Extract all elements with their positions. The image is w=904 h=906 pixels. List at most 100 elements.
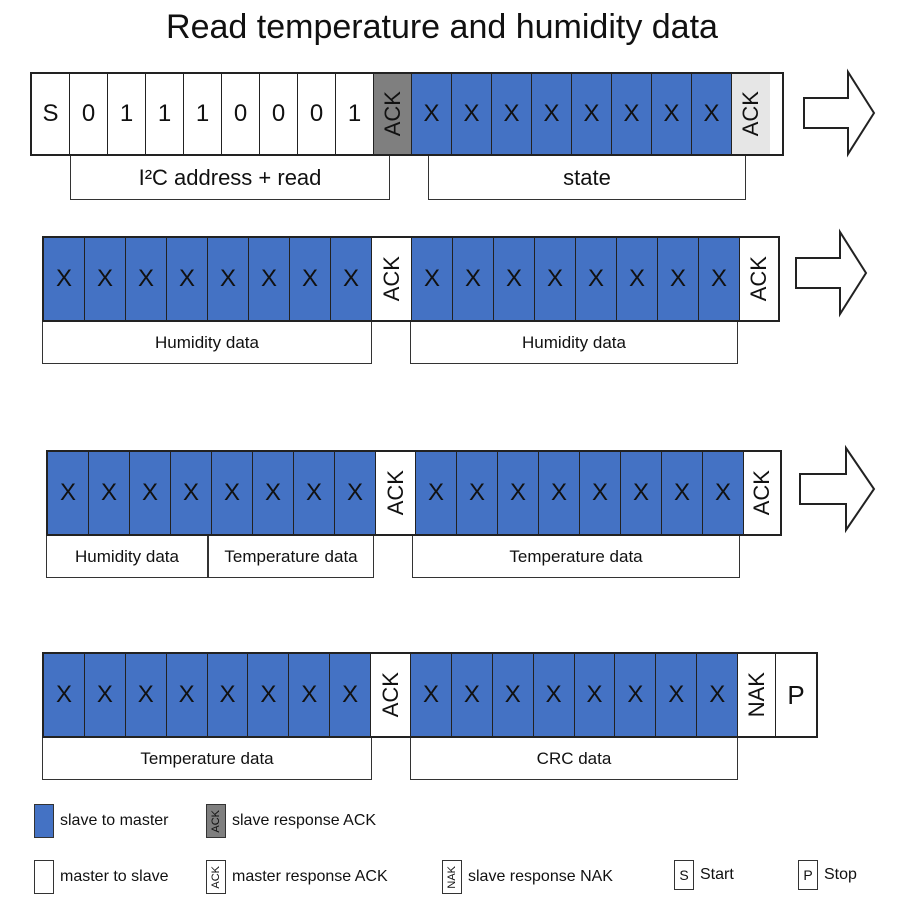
legend-master-ack: ACK master response ACK bbox=[206, 860, 388, 894]
temperature-bit: X bbox=[44, 654, 85, 736]
master-color-swatch bbox=[34, 860, 54, 894]
legend-label: slave response NAK bbox=[468, 868, 613, 885]
state-bit: X bbox=[452, 74, 492, 154]
temperature-bit: X bbox=[289, 654, 331, 736]
master-nak-cell: NAK bbox=[738, 654, 777, 736]
temperature-bit: X bbox=[621, 452, 662, 534]
temperature-bit: X bbox=[84, 654, 126, 736]
start-cell: S bbox=[32, 74, 70, 154]
crc-bit: X bbox=[533, 654, 575, 736]
state-bit: X bbox=[692, 74, 732, 154]
legend-slave-nak: NAK slave response NAK bbox=[442, 860, 613, 894]
slave-ack-swatch: ACK bbox=[206, 804, 226, 838]
temperature-bit: X bbox=[580, 452, 621, 534]
swatch-label: NAK bbox=[446, 865, 458, 889]
temperature-bit: X bbox=[539, 452, 580, 534]
frame-row-2: X X X X X X X X ACK X X X X X X X X ACK bbox=[42, 236, 780, 322]
slave-color-swatch bbox=[34, 804, 54, 838]
frame-row-1: S 0 1 1 1 0 0 0 1 ACK X X X X X X X X AC… bbox=[30, 72, 784, 156]
start-swatch: S bbox=[674, 860, 694, 890]
swatch-label: ACK bbox=[210, 809, 222, 833]
crc-bit: X bbox=[615, 654, 657, 736]
legend-label: master response ACK bbox=[232, 868, 388, 885]
crc-bit: X bbox=[656, 654, 698, 736]
frame-row-3: X X X X X X X X ACK X X X X X X X X ACK bbox=[46, 450, 782, 536]
temperature-bit: X bbox=[457, 452, 498, 534]
state-bracket: state bbox=[428, 156, 746, 200]
frame-row-4: X X X X X X X X ACK X X X X X X X X NAK … bbox=[42, 652, 818, 738]
humidity-bit: X bbox=[494, 238, 535, 320]
ack-label: ACK bbox=[377, 672, 403, 718]
legend-label: Stop bbox=[824, 866, 857, 883]
continue-arrow-icon bbox=[795, 228, 868, 318]
temperature-bit: X bbox=[498, 452, 539, 534]
address-bit: 0 bbox=[298, 74, 336, 154]
stop-cell: P bbox=[776, 654, 816, 736]
read-bit: 1 bbox=[336, 74, 374, 154]
temperature-bit: X bbox=[416, 452, 457, 534]
temperature-bit: X bbox=[248, 654, 290, 736]
diagram-title: Read temperature and humidity data bbox=[166, 8, 718, 46]
humidity-bit: X bbox=[171, 452, 212, 534]
humidity-bit: X bbox=[130, 452, 171, 534]
temperature-bit: X bbox=[330, 654, 372, 736]
address-bracket: I²C address + read bbox=[70, 156, 390, 200]
humidity-bit: X bbox=[44, 238, 85, 320]
humidity-bit: X bbox=[208, 238, 249, 320]
address-bit: 1 bbox=[108, 74, 146, 154]
temperature-bracket-2: Temperature data bbox=[412, 536, 740, 578]
master-ack-cell: ACK bbox=[372, 238, 412, 320]
humidity-bit: X bbox=[126, 238, 167, 320]
legend-label: slave to master bbox=[60, 812, 169, 829]
humidity-bit: X bbox=[699, 238, 740, 320]
ack-label: ACK bbox=[746, 256, 771, 302]
temperature-bracket-3: Temperature data bbox=[42, 738, 372, 780]
humidity-bit: X bbox=[290, 238, 331, 320]
address-bit: 1 bbox=[146, 74, 184, 154]
ack-label: ACK bbox=[378, 256, 404, 302]
humidity-bracket-1: Humidity data bbox=[42, 322, 372, 364]
state-bit: X bbox=[532, 74, 572, 154]
humidity-bit: X bbox=[617, 238, 658, 320]
state-bit: X bbox=[492, 74, 532, 154]
legend-stop: P Stop bbox=[798, 860, 857, 890]
temperature-bit: X bbox=[125, 654, 167, 736]
state-bit: X bbox=[612, 74, 652, 154]
humidity-bit: X bbox=[535, 238, 576, 320]
address-bit: 0 bbox=[222, 74, 260, 154]
legend-label: master to slave bbox=[60, 868, 169, 885]
temperature-bit: X bbox=[253, 452, 294, 534]
address-bit: 0 bbox=[260, 74, 298, 154]
temperature-bracket-1: Temperature data bbox=[208, 536, 374, 578]
ack-label: ACK bbox=[382, 470, 408, 516]
master-ack-cell: ACK bbox=[740, 238, 778, 320]
humidity-bit: X bbox=[48, 452, 89, 534]
master-ack-cell: ACK bbox=[732, 74, 770, 154]
legend-label: slave response ACK bbox=[232, 812, 377, 829]
temperature-bit: X bbox=[166, 654, 208, 736]
legend-slave-to-master: slave to master bbox=[34, 804, 168, 838]
ack-label: ACK bbox=[379, 91, 405, 137]
crc-bracket: CRC data bbox=[410, 738, 738, 780]
legend-master-to-slave: master to slave bbox=[34, 860, 168, 894]
legend-label: Start bbox=[700, 866, 734, 883]
legend-slave-ack: ACK slave response ACK bbox=[206, 804, 376, 838]
ack-label: ACK bbox=[738, 91, 763, 137]
humidity-bracket-3: Humidity data bbox=[46, 536, 208, 578]
master-ack-cell: ACK bbox=[371, 654, 412, 736]
humidity-bit: X bbox=[249, 238, 290, 320]
temperature-bit: X bbox=[335, 452, 376, 534]
nak-label: NAK bbox=[743, 672, 769, 718]
humidity-bit: X bbox=[658, 238, 699, 320]
address-bit: 0 bbox=[70, 74, 108, 154]
humidity-bit: X bbox=[89, 452, 130, 534]
humidity-bit: X bbox=[331, 238, 372, 320]
slave-ack-cell: ACK bbox=[374, 74, 412, 154]
temperature-bit: X bbox=[212, 452, 253, 534]
swatch-label: ACK bbox=[210, 865, 222, 889]
crc-bit: X bbox=[411, 654, 452, 736]
crc-bit: X bbox=[697, 654, 739, 736]
temperature-bit: X bbox=[703, 452, 744, 534]
temperature-bit: X bbox=[662, 452, 703, 534]
state-bit: X bbox=[412, 74, 452, 154]
